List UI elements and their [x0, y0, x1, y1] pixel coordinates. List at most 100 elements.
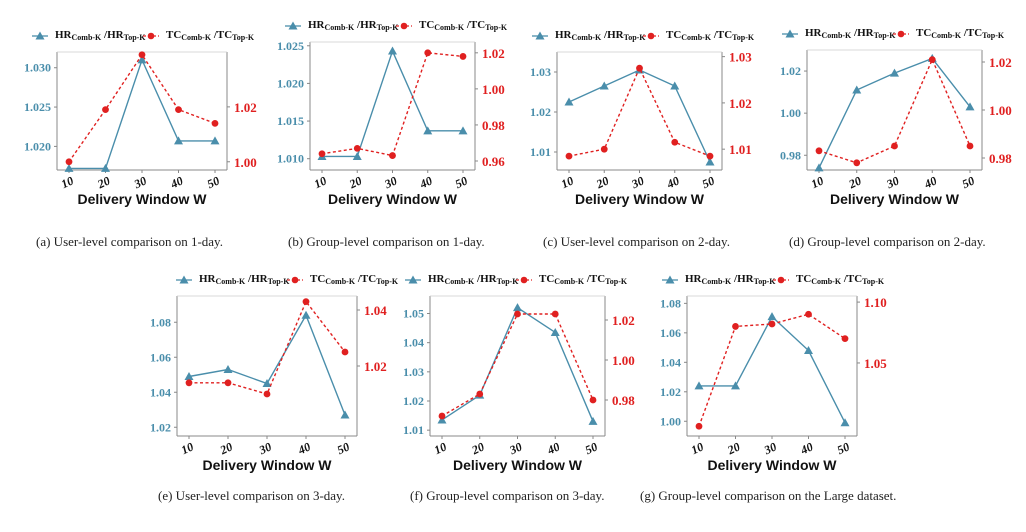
left-tick-label: 1.08: [660, 296, 681, 310]
hr-point: [767, 312, 777, 321]
right-tick-label: 0.98: [482, 118, 505, 133]
legend-hr-label: HRComb-K /HRTop-K: [428, 273, 519, 286]
hr-point: [174, 136, 183, 145]
right-tick-label: 1.03: [729, 50, 752, 65]
hr-point: [804, 346, 813, 355]
hr-point: [705, 157, 715, 166]
legend-hr-marker: [179, 275, 189, 284]
tc-point: [589, 396, 597, 404]
left-tick-label: 1.04: [150, 385, 171, 399]
tc-point: [841, 335, 849, 343]
chart-c: HRComb-K /HRTop-K TCComb-K /TCTop-K 1.01 1.…: [530, 29, 755, 207]
hr-point: [513, 303, 522, 312]
tc-series-line: [68, 53, 216, 163]
tc-point: [353, 144, 361, 152]
tc-point: [459, 53, 467, 60]
tc-point: [263, 390, 271, 398]
legend-hr-marker: [288, 21, 298, 30]
x-tick-label: 50: [453, 173, 470, 191]
legend-tc-label: TCComb-K /TCTop-K: [539, 273, 628, 286]
legend-hr-label: HRComb-K /HRTop-K: [199, 273, 290, 286]
hr-series-line: [188, 313, 346, 416]
x-tick-label: 40: [921, 173, 939, 191]
x-tick-label: 30: [761, 439, 779, 457]
chart-a: HRComb-K /HRTop-K TCComb-K /TCTop-K 1.020 1…: [24, 29, 257, 207]
left-tick-label: 1.04: [403, 336, 424, 350]
chart-g: HRComb-K /HRTop-K TCComb-K /TCTop-K 1.00 1.…: [660, 273, 887, 473]
left-tick-label: 0.98: [780, 148, 801, 162]
x-axis-label: Delivery Window W: [328, 191, 458, 207]
hr-point: [694, 381, 704, 390]
hr-point: [965, 102, 975, 111]
legend-tc-label: TCComb-K /TCTop-K: [796, 273, 885, 286]
legend-tc-label: TCComb-K /TCTop-K: [310, 273, 399, 286]
tc-point: [476, 390, 484, 398]
legend-tc-marker: [777, 276, 785, 284]
right-tick-label: 0.96: [482, 154, 505, 169]
hr-point: [458, 126, 468, 135]
legend-hr-marker: [35, 31, 45, 40]
caption-c: (c) User-level comparison on 2-day.: [543, 234, 730, 249]
hr-series-line: [322, 49, 463, 158]
tc-point: [565, 152, 573, 160]
left-tick-label: 1.06: [660, 326, 681, 340]
tc-point: [928, 56, 936, 63]
legend-hr-label: HRComb-K /HRTop-K: [555, 29, 646, 42]
tc-point: [102, 106, 109, 114]
x-tick-label: 10: [689, 439, 706, 457]
x-axis-label: Delivery Window W: [575, 191, 705, 207]
x-axis-label: Delivery Window W: [453, 457, 583, 473]
x-tick-label: 30: [507, 439, 525, 457]
left-tick-label: 1.01: [403, 423, 424, 437]
tc-point: [671, 138, 679, 146]
left-tick-label: 1.02: [660, 385, 681, 399]
right-tick-label: 1.02: [364, 359, 387, 374]
hr-point: [423, 126, 433, 135]
tc-point: [706, 152, 714, 160]
tc-point: [966, 142, 974, 150]
tc-point: [138, 51, 146, 59]
right-tick-label: 1.02: [989, 55, 1012, 70]
legend-hr-label: HRComb-K /HRTop-K: [685, 273, 776, 286]
tc-point: [185, 379, 193, 387]
caption-g: (g) Group-level comparison on the Large …: [640, 488, 897, 503]
left-tick-label: 1.04: [660, 355, 681, 369]
tc-point: [318, 150, 326, 158]
left-tick-label: 1.030: [24, 61, 51, 75]
right-tick-label: 1.05: [864, 356, 887, 371]
right-tick-label: 1.02: [612, 313, 635, 328]
left-tick-label: 1.010: [277, 152, 304, 166]
x-tick-label: 10: [59, 173, 76, 191]
tc-point: [600, 145, 608, 153]
tc-point: [211, 119, 219, 127]
left-tick-label: 1.03: [530, 65, 551, 79]
hr-point: [890, 68, 899, 77]
right-tick-label: 1.00: [482, 82, 505, 97]
right-tick-label: 0.98: [989, 151, 1012, 166]
tc-point: [815, 147, 823, 155]
left-tick-label: 1.02: [780, 64, 801, 78]
legend-tc-marker: [400, 22, 408, 30]
x-tick-label: 40: [664, 173, 682, 191]
legend-hr-marker: [408, 275, 418, 284]
hr-point: [352, 151, 362, 160]
right-tick-label: 1.00: [234, 155, 257, 170]
hr-point: [101, 163, 110, 172]
legend-tc-label: TCComb-K /TCTop-K: [419, 19, 508, 32]
tc-point: [732, 323, 739, 330]
legend-tc-marker: [147, 32, 155, 40]
tc-point: [551, 310, 559, 318]
tc-point: [695, 422, 703, 430]
hr-point: [301, 310, 311, 319]
tc-series-line: [321, 52, 464, 157]
x-tick-label: 50: [205, 173, 222, 191]
x-tick-label: 10: [312, 173, 329, 191]
tc-point: [224, 379, 232, 387]
legend-hr-marker: [785, 29, 795, 38]
hr-point: [137, 55, 147, 64]
left-tick-label: 1.02: [403, 394, 424, 408]
left-tick-label: 1.025: [277, 39, 304, 53]
hr-point: [210, 136, 220, 145]
legend-hr-label: HRComb-K /HRTop-K: [805, 27, 896, 40]
caption-f: (f) Group-level comparison on 3-day.: [410, 488, 605, 503]
